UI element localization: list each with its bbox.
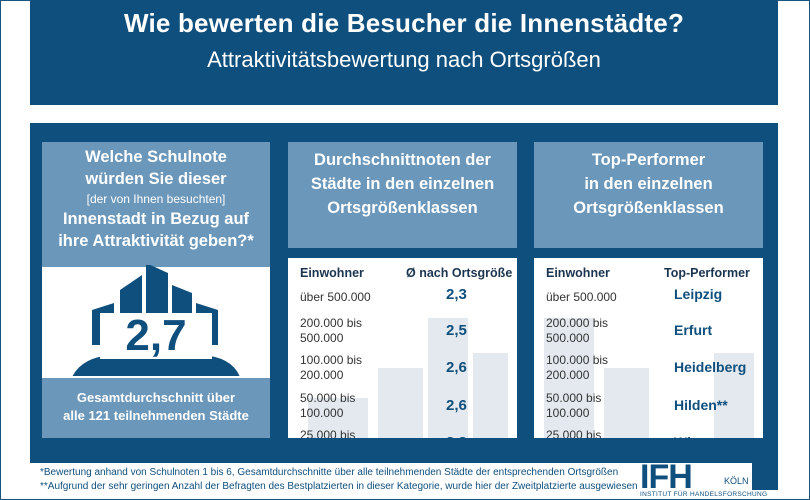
overall-caption: Gesamtdurchschnitt über alle 121 teilneh… <box>42 378 270 438</box>
overall-score: 2,7 <box>100 313 212 359</box>
population-line: 200.000 bis <box>546 316 609 330</box>
logo-city: KÖLN <box>724 476 749 486</box>
population-line: über 500.000 <box>300 290 371 304</box>
column-header-average: Ø nach Ortsgröße <box>406 266 513 280</box>
overall-score-box: 2,7 <box>42 265 270 378</box>
header-line: Ortsgrößenklassen <box>327 199 478 217</box>
header-line: Ortsgrößenklassen <box>573 199 724 217</box>
row-population: 100.000 bis 200.000 <box>546 353 608 383</box>
row-population: über 500.000 <box>546 290 617 305</box>
population-line: 50.000 bis <box>300 391 356 405</box>
header-line: Top-Performer <box>591 151 706 169</box>
row-value: Leipzig <box>674 286 723 302</box>
population-line: 200.000 <box>546 368 590 382</box>
row-value: Hilden** <box>674 397 728 413</box>
footnote-2: **Aufgrund der sehr geringen Anzahl der … <box>40 481 638 492</box>
row-value: Wismar <box>674 434 724 438</box>
header-line: Durchschnittnoten der <box>314 151 491 169</box>
logo-subtitle: INSTITUT FÜR HANDELSFORSCHUNG <box>640 491 768 498</box>
row-population: über 500.000 <box>300 290 371 305</box>
page-title: Wie bewerten die Besucher die Innenstädt… <box>123 8 685 38</box>
content-panel: Welche Schulnote würden Sie dieser [der … <box>30 123 778 463</box>
column-header-population: Einwohner <box>300 266 364 280</box>
population-line: 200.000 <box>300 368 344 382</box>
population-line: 500.000 <box>300 331 344 345</box>
header-line: Städte in den einzelnen <box>310 175 495 193</box>
population-line: 100.000 bis <box>300 353 363 367</box>
logo-text: IFH <box>640 458 693 496</box>
row-value: 2,6 <box>446 397 467 414</box>
title-banner: Wie bewerten die Besucher die Innenstädt… <box>30 0 778 105</box>
footnote-1: *Bewertung anhand von Schulnoten 1 bis 6… <box>40 467 619 478</box>
row-value: Erfurt <box>674 322 713 338</box>
row-value: 2,6 <box>446 359 467 376</box>
row-population: 200.000 bis 500.000 <box>300 316 362 346</box>
column-header-population: Einwohner <box>546 266 610 280</box>
question-line: [der von Ihnen besuchten] <box>86 192 226 206</box>
header-line: in den einzelnen <box>584 175 713 193</box>
skyline-background <box>544 318 754 438</box>
question-line: ihre Attraktivität geben?* <box>58 232 254 250</box>
row-value: 2,5 <box>446 322 467 339</box>
row-population: 100.000 bis 200.000 <box>300 353 362 383</box>
caption-line: alle 121 teilnehmenden Städte <box>63 408 249 423</box>
ifh-logo: IFH KÖLN INSTITUT FÜR HANDELSFORSCHUNG <box>640 458 785 498</box>
row-population: 200.000 bis 500.000 <box>546 316 608 346</box>
row-value: 2,8 <box>446 434 467 438</box>
logo-mark-icon <box>752 462 778 490</box>
population-line: 25.000 bis <box>546 428 602 438</box>
population-line: 100.000 <box>546 406 590 420</box>
top-performer-table: Einwohner Top-Performer über 500.000 Leip… <box>534 258 763 438</box>
row-value: 2,3 <box>446 286 467 303</box>
question-line: Welche Schulnote <box>85 148 227 166</box>
column-header-top-performer: Top-Performer <box>664 266 750 280</box>
question-line: Innenstadt in Bezug auf <box>62 210 250 228</box>
population-line: über 500.000 <box>546 290 617 304</box>
population-line: 100.000 bis <box>546 353 609 367</box>
population-line: 100.000 <box>300 406 344 420</box>
skyline-background <box>308 318 508 438</box>
row-population: 50.000 bis 100.000 <box>546 391 601 421</box>
page-subtitle: Attraktivitätsbewertung nach Ortsgrößen <box>207 47 601 72</box>
population-line: 50.000 bis <box>546 391 602 405</box>
caption-line: Gesamtdurchschnitt über <box>76 390 236 405</box>
averages-table: Einwohner Ø nach Ortsgröße über 500.000 2… <box>288 258 517 438</box>
question-box: Welche Schulnote würden Sie dieser [der … <box>42 142 270 267</box>
population-line: 200.000 bis <box>300 316 363 330</box>
population-line: 500.000 <box>546 331 590 345</box>
row-value: Heidelberg <box>674 359 747 375</box>
question-line: würden Sie dieser <box>85 170 227 188</box>
row-population: 50.000 bis 100.000 <box>300 391 355 421</box>
top-performer-header: Top-Performer in den einzelnen Ortsgröße… <box>534 142 763 248</box>
averages-header: Durchschnittnoten der Städte in den einz… <box>288 142 517 248</box>
population-line: 25.000 bis <box>300 428 356 438</box>
